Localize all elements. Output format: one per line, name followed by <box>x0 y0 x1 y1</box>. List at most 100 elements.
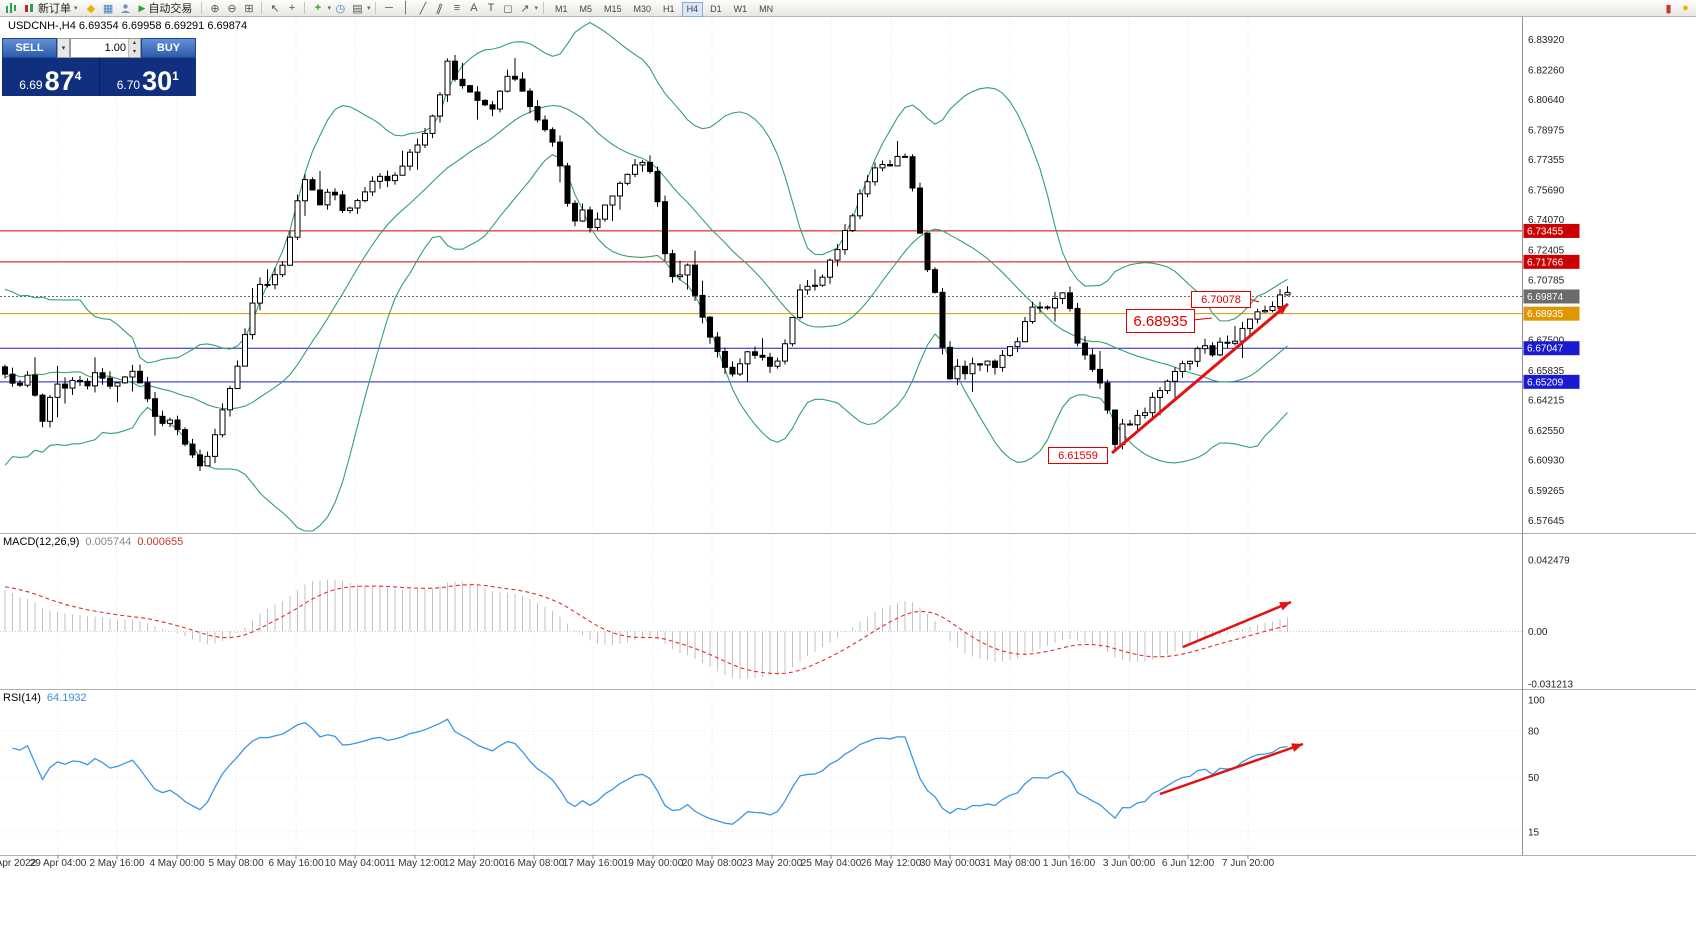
toolbar-separator <box>304 2 306 14</box>
shapes-icon[interactable]: ◻ <box>503 2 513 15</box>
svg-text:6.75690: 6.75690 <box>1528 186 1565 197</box>
svg-text:26 May 12:00: 26 May 12:00 <box>861 858 922 869</box>
svg-text:19 May 00:00: 19 May 00:00 <box>623 858 684 869</box>
trend-arrow[interactable] <box>1159 742 1304 796</box>
profile-icon[interactable] <box>118 1 133 16</box>
svg-text:6.83920: 6.83920 <box>1528 35 1565 46</box>
svg-text:6.72405: 6.72405 <box>1528 246 1565 257</box>
svg-text:50: 50 <box>1528 773 1540 784</box>
price-annotation-low[interactable]: 6.61559 <box>1048 447 1108 464</box>
price-annotation-mid[interactable]: 6.68935 <box>1126 309 1195 333</box>
zoom-out-icon[interactable]: ⊖ <box>227 2 237 15</box>
bid-price[interactable]: 6.69 87 4 <box>2 58 100 96</box>
svg-text:31 May 08:00: 31 May 08:00 <box>980 858 1041 869</box>
timeframe-M30[interactable]: M30 <box>633 4 652 14</box>
macd-indicator-label: MACD(12,26,9) 0.005744 0.000655 <box>3 536 183 548</box>
svg-text:6.60930: 6.60930 <box>1528 456 1565 467</box>
timeframe-M5[interactable]: M5 <box>579 4 593 14</box>
price-annotation-high[interactable]: 6.70078 <box>1191 291 1251 308</box>
cycles-icon[interactable]: ◷ <box>335 2 346 15</box>
ask-pip-digit: 1 <box>172 69 179 83</box>
svg-text:6.74070: 6.74070 <box>1528 215 1565 226</box>
order-ticket-icon <box>25 3 33 12</box>
dropdown-caret-icon[interactable]: ▾ <box>534 5 538 12</box>
volume-dropdown-button[interactable]: ▾ <box>57 38 70 58</box>
horizontal-line-icon[interactable]: ─ <box>385 2 393 14</box>
templates-icon[interactable]: ▤ <box>352 2 363 15</box>
dropdown-caret-icon[interactable]: ▾ <box>327 5 331 12</box>
buy-button[interactable]: BUY <box>141 38 196 58</box>
toolbar-separator <box>201 2 203 14</box>
toolbar-extra-yellow-icon[interactable]: ● <box>1682 2 1689 14</box>
svg-text:6 Jun 12:00: 6 Jun 12:00 <box>1162 858 1215 869</box>
ask-big-digits: 30 <box>142 66 173 96</box>
trendline-icon[interactable]: ╱ <box>419 2 427 15</box>
timeframe-M1[interactable]: M1 <box>554 4 568 14</box>
toolbar-separator <box>375 2 377 14</box>
rsi-indicator-label: RSI(14) 64.1932 <box>3 692 87 704</box>
volume-increase-button[interactable]: ▴ <box>129 39 140 48</box>
volume-value: 1.00 <box>104 42 126 54</box>
charts-grid-icon[interactable]: ▦ <box>102 2 114 15</box>
label-tool-icon[interactable]: T <box>487 2 495 14</box>
arrow-tool-icon[interactable]: ↗ <box>520 2 530 15</box>
svg-text:12 May 20:00: 12 May 20:00 <box>444 858 505 869</box>
svg-text:6.67500: 6.67500 <box>1528 335 1565 346</box>
new-order-button[interactable]: 新订单 ▾ <box>20 1 82 16</box>
ask-price[interactable]: 6.70 30 1 <box>100 58 197 96</box>
fibonacci-icon[interactable]: ≡ <box>453 2 461 14</box>
bid-big-digits: 87 <box>44 66 75 96</box>
timeframe-bar: M1 M5 M15 M30 H1 H4 D1 W1 MN <box>549 0 779 17</box>
macd-name: MACD(12,26,9) <box>3 536 80 548</box>
tile-windows-icon[interactable]: ⊞ <box>244 2 254 15</box>
toolbar-extra-red-icon[interactable]: ▮ <box>1665 2 1672 15</box>
text-tool-icon[interactable]: A <box>470 2 478 14</box>
trend-arrow[interactable] <box>1111 302 1289 455</box>
timeframe-MN[interactable]: MN <box>759 4 774 14</box>
new-chart-icon[interactable] <box>3 1 18 16</box>
timeframe-W1[interactable]: W1 <box>733 4 748 14</box>
macd-signal-value: 0.000655 <box>137 536 184 548</box>
zoom-in-icon[interactable]: ⊕ <box>210 2 220 15</box>
svg-text:0.00: 0.00 <box>1528 627 1548 638</box>
svg-text:7 Jun 20:00: 7 Jun 20:00 <box>1222 858 1275 869</box>
svg-text:0.042479: 0.042479 <box>1528 556 1570 567</box>
svg-text:23 May 20:00: 23 May 20:00 <box>742 858 803 869</box>
sell-button[interactable]: SELL <box>2 38 57 58</box>
add-indicator-icon[interactable]: + <box>314 2 322 14</box>
mql-market-icon[interactable]: ◆ <box>86 2 96 15</box>
toolbar-separator <box>542 2 544 14</box>
auto-trading-button[interactable]: ▶ 自动交易 <box>135 1 197 16</box>
volume-decrease-button[interactable]: ▾ <box>129 48 140 57</box>
svg-text:16 May 08:00: 16 May 08:00 <box>504 858 565 869</box>
timeframe-D1[interactable]: D1 <box>710 4 722 14</box>
channel-icon[interactable]: ∥ <box>435 1 445 16</box>
svg-text:100: 100 <box>1528 696 1545 707</box>
trend-arrow-head <box>1291 743 1303 752</box>
new-order-label: 新订单 <box>38 3 71 15</box>
dropdown-caret-icon[interactable]: ▾ <box>366 5 371 12</box>
svg-text:6.73455: 6.73455 <box>1527 226 1564 237</box>
macd-main-value: 0.005744 <box>85 536 132 548</box>
svg-text:4 May 00:00: 4 May 00:00 <box>149 858 204 869</box>
volume-input[interactable]: 1.00 ▴ ▾ <box>70 38 141 58</box>
svg-text:30 May 00:00: 30 May 00:00 <box>920 858 981 869</box>
svg-text:80: 80 <box>1528 727 1540 738</box>
trend-arrow[interactable] <box>1182 600 1292 649</box>
timeframe-H1[interactable]: H1 <box>663 4 675 14</box>
cursor-icon[interactable]: ↖ <box>270 2 280 15</box>
svg-text:6.77355: 6.77355 <box>1528 155 1565 166</box>
svg-text:6.78975: 6.78975 <box>1528 125 1565 136</box>
svg-text:6.59265: 6.59265 <box>1528 486 1565 497</box>
crosshair-icon[interactable]: + <box>288 2 296 14</box>
vertical-line-icon[interactable]: │ <box>402 2 410 14</box>
rsi-name: RSI(14) <box>3 692 41 704</box>
timeframe-H4[interactable]: H4 <box>681 2 704 17</box>
svg-text:6.64215: 6.64215 <box>1528 396 1565 407</box>
auto-trading-label: 自动交易 <box>148 3 193 15</box>
timeframe-M15[interactable]: M15 <box>604 4 622 14</box>
ask-prefix: 6.70 <box>116 78 141 92</box>
toolbar-separator <box>261 2 263 14</box>
play-icon: ▶ <box>138 2 146 13</box>
